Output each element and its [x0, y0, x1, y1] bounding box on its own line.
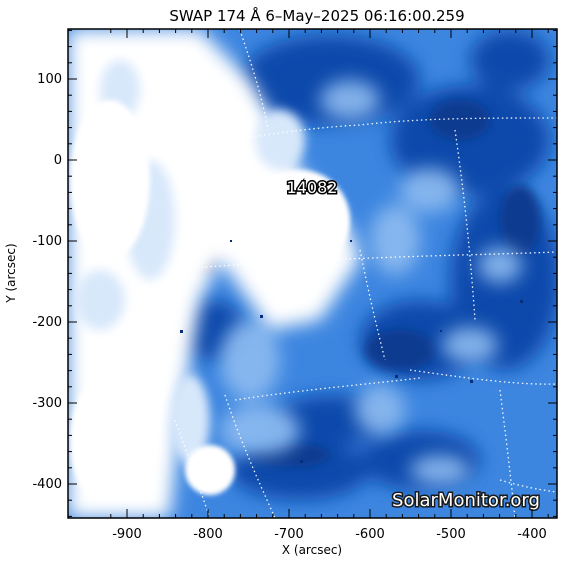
x-tick-label: -500 — [436, 527, 466, 542]
x-axis-label: X (arcsec) — [282, 543, 342, 557]
x-tick-label: -800 — [193, 527, 223, 542]
watermark: SolarMonitor.org — [392, 490, 540, 511]
figure-title: SWAP 174 Å 6–May–2025 06:16:00.259 — [169, 6, 464, 25]
x-tick-label: -400 — [517, 527, 547, 542]
y-axis-tick-labels: 100 0 -100 -200 -300 -400 — [32, 72, 62, 492]
y-axis-label: Y (arcsec) — [4, 243, 18, 303]
x-axis-ticks — [110, 29, 549, 518]
x-tick-label: -700 — [274, 527, 304, 542]
x-tick-label: -600 — [355, 527, 385, 542]
y-tick-label: -100 — [32, 234, 62, 249]
solar-image: 14082 SolarMonitor.org — [68, 29, 557, 518]
y-tick-label: -300 — [32, 396, 62, 411]
heliographic-grid — [169, 29, 557, 518]
y-tick-label: 100 — [37, 72, 62, 87]
x-tick-label: -900 — [112, 527, 142, 542]
y-axis-ticks — [68, 29, 557, 517]
y-tick-label: 0 — [54, 153, 62, 168]
x-axis-tick-labels: -900 -800 -700 -600 -500 -400 — [112, 527, 547, 542]
y-tick-label: -200 — [32, 315, 62, 330]
active-region-label: 14082 — [287, 178, 338, 197]
y-tick-label: -400 — [32, 477, 62, 492]
